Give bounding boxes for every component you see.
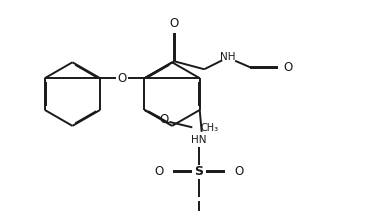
Text: HN: HN [191,135,207,145]
Text: O: O [154,165,163,178]
Text: O: O [234,165,243,178]
Text: O: O [283,61,292,74]
Text: CH₃: CH₃ [200,123,218,133]
Text: S: S [194,165,203,178]
Text: O: O [160,113,169,126]
Text: NH: NH [220,52,236,62]
Text: O: O [170,17,179,30]
Text: O: O [118,72,127,85]
